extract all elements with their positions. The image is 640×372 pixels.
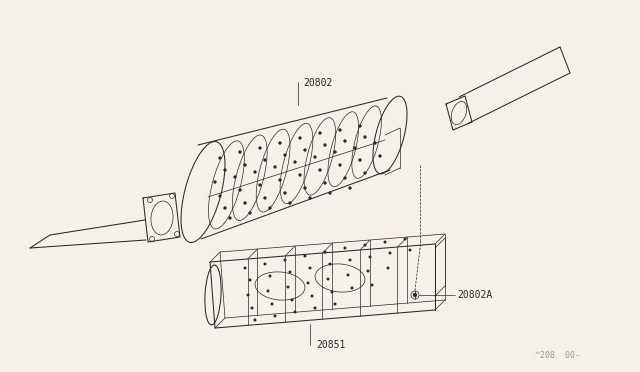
Circle shape: [243, 202, 246, 205]
Circle shape: [259, 147, 262, 150]
Circle shape: [244, 267, 246, 269]
Circle shape: [323, 144, 326, 147]
Circle shape: [324, 251, 326, 253]
Circle shape: [409, 249, 412, 251]
Circle shape: [249, 279, 252, 281]
Circle shape: [369, 256, 371, 258]
Circle shape: [291, 299, 293, 301]
Circle shape: [269, 206, 271, 209]
Circle shape: [264, 158, 266, 161]
Circle shape: [364, 244, 366, 246]
Circle shape: [274, 315, 276, 317]
Text: 20851: 20851: [316, 340, 346, 350]
Circle shape: [310, 295, 314, 297]
Circle shape: [278, 141, 282, 144]
Circle shape: [289, 271, 291, 273]
Circle shape: [323, 182, 326, 185]
Circle shape: [404, 238, 406, 240]
Circle shape: [351, 287, 353, 289]
Circle shape: [328, 192, 332, 195]
Circle shape: [314, 307, 316, 309]
Circle shape: [298, 137, 301, 140]
Circle shape: [248, 212, 252, 215]
Circle shape: [243, 164, 246, 167]
Circle shape: [259, 183, 262, 186]
Circle shape: [413, 293, 417, 297]
Circle shape: [223, 206, 227, 209]
Circle shape: [278, 179, 282, 182]
Circle shape: [353, 147, 356, 150]
Circle shape: [319, 169, 321, 171]
Circle shape: [358, 125, 362, 128]
Circle shape: [371, 284, 373, 286]
Circle shape: [218, 195, 221, 198]
Circle shape: [347, 274, 349, 276]
Circle shape: [331, 291, 333, 293]
Circle shape: [344, 247, 346, 249]
Circle shape: [228, 217, 232, 219]
Circle shape: [349, 259, 351, 261]
Circle shape: [339, 164, 342, 167]
Circle shape: [269, 275, 271, 277]
Circle shape: [308, 196, 312, 199]
Circle shape: [344, 176, 346, 180]
Circle shape: [239, 189, 241, 192]
Circle shape: [298, 173, 301, 176]
Circle shape: [239, 151, 241, 154]
Circle shape: [246, 294, 250, 296]
Circle shape: [304, 255, 307, 257]
Circle shape: [284, 154, 287, 157]
Circle shape: [214, 180, 216, 183]
Circle shape: [251, 307, 253, 309]
Circle shape: [333, 151, 337, 154]
Circle shape: [344, 140, 346, 142]
Circle shape: [329, 263, 332, 265]
Circle shape: [284, 259, 286, 261]
Circle shape: [271, 303, 273, 305]
Circle shape: [264, 263, 266, 265]
Circle shape: [308, 267, 311, 269]
Circle shape: [234, 176, 237, 179]
Circle shape: [374, 141, 376, 144]
Text: 20802A: 20802A: [457, 290, 492, 300]
Circle shape: [267, 290, 269, 292]
Circle shape: [339, 128, 342, 131]
Circle shape: [223, 169, 227, 171]
Circle shape: [333, 303, 336, 305]
Circle shape: [307, 282, 309, 284]
Circle shape: [326, 278, 330, 280]
Circle shape: [294, 311, 296, 313]
Circle shape: [289, 202, 291, 205]
Circle shape: [367, 270, 369, 272]
Circle shape: [253, 319, 256, 321]
Circle shape: [284, 192, 287, 195]
Circle shape: [303, 148, 307, 151]
Circle shape: [253, 170, 257, 173]
Text: ^208  00-: ^208 00-: [535, 351, 580, 360]
Circle shape: [314, 155, 317, 158]
Circle shape: [364, 135, 367, 138]
Circle shape: [387, 267, 389, 269]
Circle shape: [303, 186, 307, 189]
Circle shape: [364, 171, 367, 174]
Circle shape: [358, 158, 362, 161]
Circle shape: [388, 252, 391, 254]
Circle shape: [218, 157, 221, 160]
Circle shape: [287, 286, 289, 288]
Circle shape: [378, 154, 381, 157]
Circle shape: [264, 196, 266, 199]
Text: 20802: 20802: [303, 78, 332, 88]
Circle shape: [349, 186, 351, 189]
Circle shape: [294, 160, 296, 164]
Circle shape: [273, 166, 276, 169]
Circle shape: [384, 241, 387, 243]
Circle shape: [319, 131, 321, 135]
